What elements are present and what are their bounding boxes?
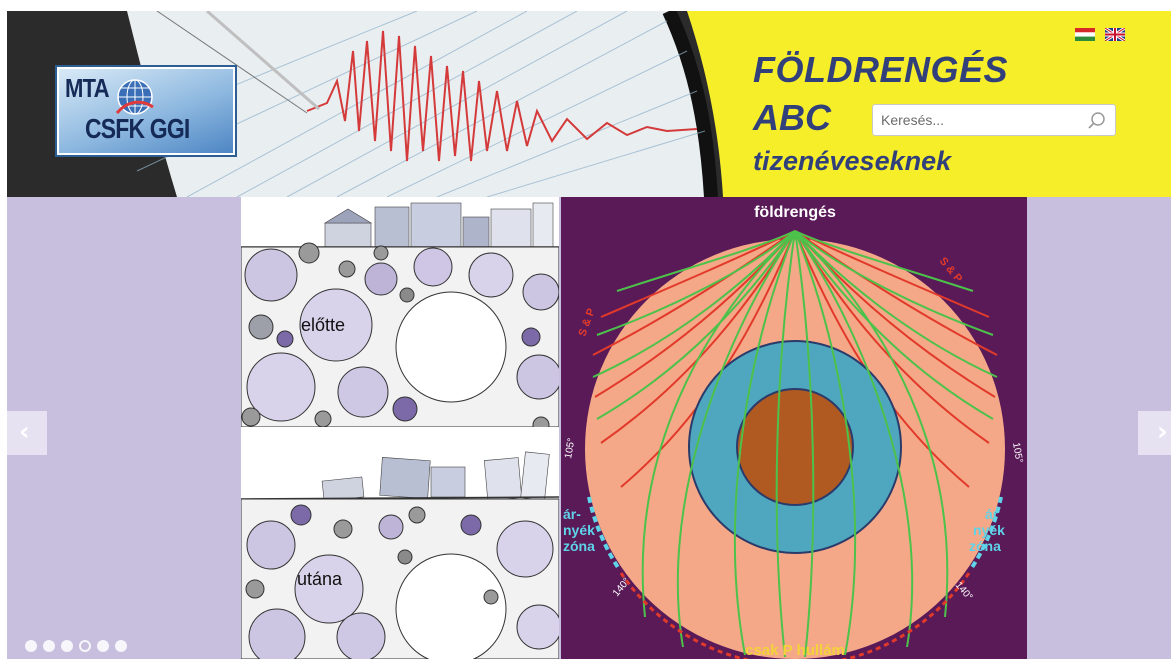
grains-after bbox=[241, 498, 559, 659]
shadow-zone-right bbox=[969, 496, 1003, 571]
flag-uk-icon[interactable] bbox=[1105, 28, 1125, 41]
label-earthquake: földrengés bbox=[754, 204, 836, 221]
slider-dot-5[interactable] bbox=[97, 640, 109, 652]
label-shadow-left-2: nyék bbox=[563, 522, 595, 538]
site-title-line-3: tizenéveseknek bbox=[753, 146, 952, 176]
slide-image-liquefaction: előtte bbox=[241, 197, 559, 659]
logo-text-csfk-ggi: CSFK GGI bbox=[85, 113, 190, 144]
label-shadow-left-3: zóna bbox=[563, 538, 595, 554]
label-shadow-right-3: zóna bbox=[969, 538, 1001, 554]
page: MTA CSFK GGI FÖLDRENGÉS ABC tizenévesekn… bbox=[7, 11, 1171, 659]
label-shadow-right-1: ár bbox=[985, 506, 999, 522]
label-angle-105-left: 105° bbox=[563, 437, 577, 459]
search-icon[interactable] bbox=[1087, 111, 1107, 131]
label-shadow-right-2: nyék bbox=[973, 522, 1005, 538]
search-input[interactable] bbox=[881, 110, 1081, 130]
buildings-bottom bbox=[321, 451, 550, 502]
slider-dot-2[interactable] bbox=[43, 640, 55, 652]
slider-dot-3[interactable] bbox=[61, 640, 73, 652]
site-title-line-2: ABC bbox=[753, 97, 831, 138]
flag-hungary-icon[interactable] bbox=[1075, 28, 1095, 41]
search-box bbox=[872, 104, 1116, 136]
globe-icon bbox=[115, 79, 154, 115]
image-slider: előtte bbox=[7, 197, 1171, 659]
logo-text-mta: MTA bbox=[65, 73, 110, 103]
grains-before bbox=[241, 242, 559, 434]
slider-dot-6[interactable] bbox=[115, 640, 127, 652]
chevron-right-icon: › bbox=[1157, 417, 1168, 447]
p-wave-core-rays bbox=[641, 230, 949, 658]
label-shadow-left-1: ár- bbox=[563, 506, 581, 522]
header: MTA CSFK GGI FÖLDRENGÉS ABC tizenévesekn… bbox=[7, 11, 1171, 197]
slider-dot-1[interactable] bbox=[25, 640, 37, 652]
slider-pagination bbox=[25, 639, 133, 653]
slider-next-button[interactable]: › bbox=[1138, 411, 1171, 455]
site-title-line-1: FÖLDRENGÉS bbox=[753, 49, 1009, 90]
label-p-wave-only: csak P hullám bbox=[745, 642, 845, 659]
shadow-zone-left bbox=[587, 496, 621, 571]
chevron-left-icon: ‹ bbox=[19, 417, 30, 447]
label-after: utána bbox=[297, 569, 343, 589]
slider-prev-button[interactable]: ‹ bbox=[7, 411, 47, 455]
mta-csfk-ggi-logo[interactable]: MTA CSFK GGI bbox=[57, 67, 235, 155]
label-angle-105-right: 105° bbox=[1010, 442, 1024, 464]
slide-image-seismic-waves: földrengés S & P S & P 105° 105° 140° 14… bbox=[561, 197, 1027, 659]
label-before: előtte bbox=[301, 315, 345, 335]
slider-dot-4[interactable] bbox=[79, 640, 91, 652]
